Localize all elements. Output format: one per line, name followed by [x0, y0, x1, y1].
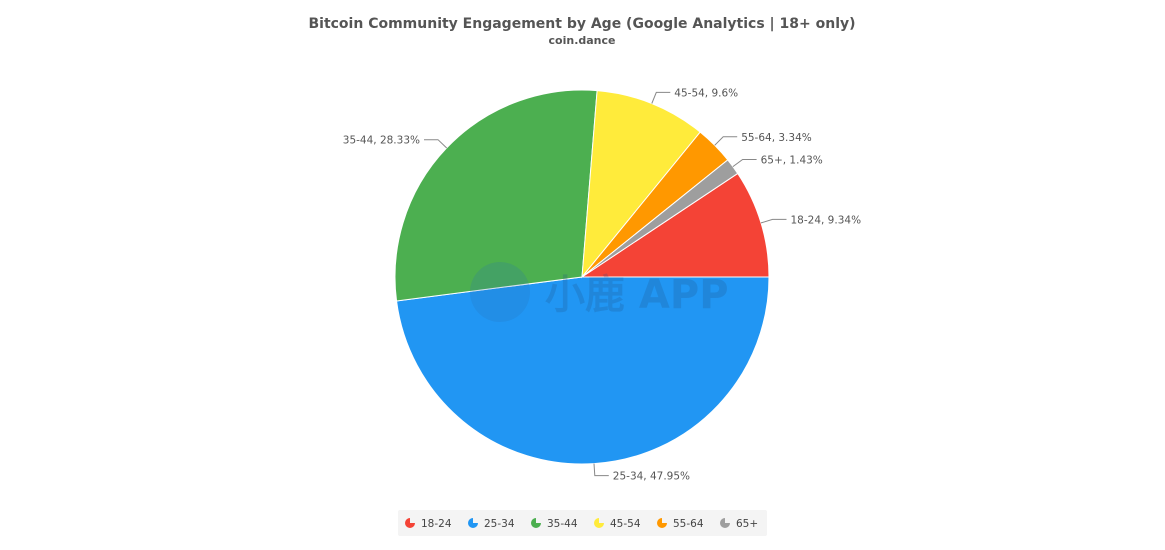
legend-pie-icon-18-24: [405, 518, 415, 528]
legend-pie-icon-35-44: [531, 518, 541, 528]
pie-slices: [394, 89, 770, 465]
pie-slice-45-54[interactable]: [581, 90, 701, 279]
legend-item-65plus[interactable]: 65+: [736, 518, 758, 530]
data-label-55-64: 55-64, 3.34%: [741, 132, 812, 144]
legend-item-35-44[interactable]: 35-44: [547, 518, 578, 530]
legend-pie-icon-55-64: [657, 518, 667, 528]
data-label-35-44: 35-44, 28.33%: [343, 135, 420, 147]
data-labels: 18-24, 9.34% 25-34, 47.95% 35-44, 28.33% 45…: [343, 87, 861, 482]
legend-item-18-24[interactable]: 18-24: [421, 518, 452, 530]
data-label-leaders: [424, 91, 787, 477]
chart-subtitle: coin.dance: [549, 34, 616, 47]
leader-line-45-54: [651, 91, 671, 104]
watermark-text: 小鹿 APP: [545, 272, 729, 318]
legend-pie-icon-25-34: [468, 518, 478, 528]
legend-item-45-54[interactable]: 45-54: [610, 518, 641, 530]
data-label-45-54: 45-54, 9.6%: [674, 87, 738, 99]
legend-pie-icon-65plus: [720, 518, 730, 528]
legend-background: [398, 510, 767, 536]
leader-line-25-34: [593, 463, 609, 477]
legend-item-55-64[interactable]: 55-64: [673, 518, 704, 530]
leader-line-65plus: [732, 159, 757, 168]
watermark: 小鹿 APP: [470, 262, 729, 322]
leader-line-55-64: [714, 136, 738, 146]
legend-pie-icon-45-54: [594, 518, 604, 528]
data-label-65plus: 65+, 1.43%: [761, 155, 823, 167]
data-label-18-24: 18-24, 9.34%: [791, 214, 862, 226]
leader-line-35-44: [424, 139, 448, 149]
data-label-25-34: 25-34, 47.95%: [613, 471, 690, 483]
chart-title: Bitcoin Community Engagement by Age (Goo…: [308, 16, 855, 32]
leader-line-18-24: [760, 218, 787, 224]
legend: 18-24 25-34 35-44 45-54 55-64 65+: [398, 510, 767, 536]
legend-item-25-34[interactable]: 25-34: [484, 518, 515, 530]
deer-logo-icon: [470, 262, 530, 322]
